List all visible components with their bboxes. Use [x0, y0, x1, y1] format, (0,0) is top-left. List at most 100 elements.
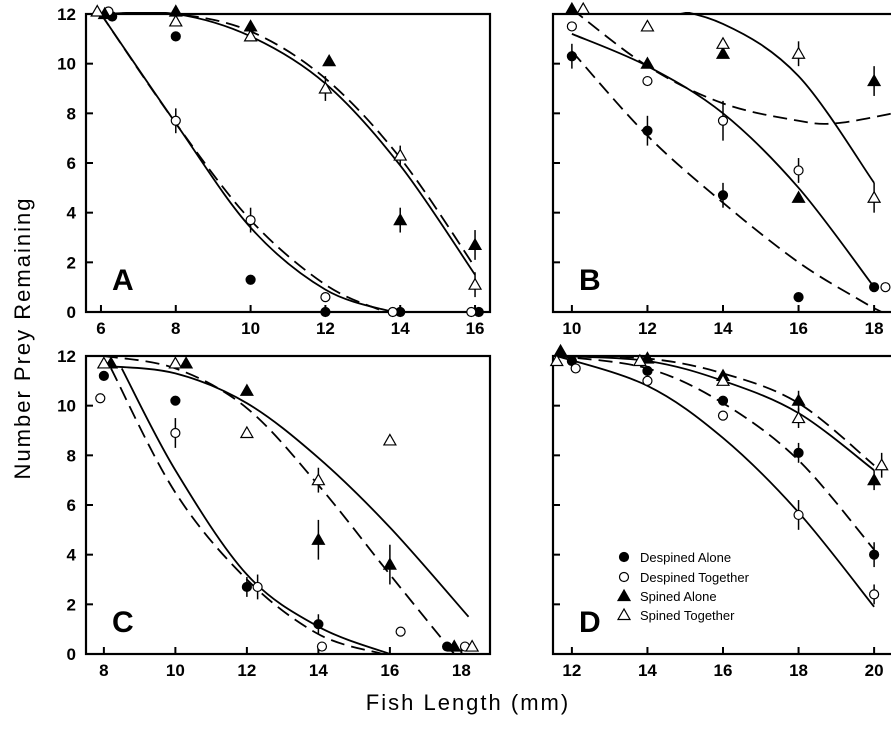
- x-axis-title: Fish Length (mm): [366, 690, 570, 715]
- curve-a-spined-together: [100, 12, 476, 268]
- point-b-despined-alone-4: [869, 282, 880, 293]
- point-b-spined-together-1: [640, 19, 655, 32]
- point-d-despined-together-0: [570, 363, 581, 374]
- point-c-despined-together-2: [252, 581, 263, 593]
- point-b-spined-alone-3: [791, 190, 806, 203]
- legend-marker-spined-alone: [616, 588, 632, 602]
- panel-b-curves: [571, 12, 891, 312]
- panel-letter-d: D: [579, 606, 601, 639]
- point-c-spined-together-3: [311, 472, 326, 486]
- point-c-spined-together-0: [96, 356, 111, 369]
- point-c-despined-together-0: [95, 393, 106, 404]
- point-c-spined-together-1: [168, 356, 183, 369]
- point-a-despined-alone-1: [170, 31, 181, 42]
- legend-marker-spined-together: [616, 607, 632, 621]
- y-tick-label-c-12: 12: [57, 347, 76, 366]
- point-c-spined-together-4: [382, 433, 397, 446]
- point-b-despined-alone-2: [717, 190, 729, 201]
- y-tick-label-c-2: 2: [67, 595, 76, 614]
- point-a-despined-alone-2: [245, 274, 256, 285]
- point-b-despined-alone-1: [642, 125, 653, 136]
- point-d-spined-together-1: [632, 353, 647, 367]
- point-b-despined-alone-3: [793, 292, 804, 303]
- y-tick-label-a-8: 8: [67, 104, 76, 123]
- point-d-despined-together-4: [869, 589, 880, 600]
- curve-d-spined-alone: [556, 355, 875, 471]
- x-tick-label-c-18: 18: [452, 661, 471, 680]
- point-d-spined-alone-0: [553, 343, 568, 357]
- y-tick-label-a-10: 10: [57, 55, 76, 74]
- series-a-despined-alone: [107, 11, 484, 318]
- x-tick-label-a-10: 10: [241, 319, 260, 338]
- series-c-despined-together: [95, 393, 471, 652]
- panel-a-curves: [100, 12, 476, 312]
- curve-c-spined-together: [103, 365, 470, 618]
- point-d-despined-alone-1: [642, 365, 653, 376]
- y-axis-title: Number Prey Remaining: [10, 197, 35, 480]
- point-b-despined-together-1: [642, 75, 653, 87]
- point-d-spined-together-0: [549, 353, 564, 367]
- point-d-spined-alone-4: [867, 472, 882, 486]
- point-b-spined-alone-2: [715, 46, 731, 59]
- x-tick-label-b-12: 12: [638, 319, 657, 338]
- panel-letter-c: C: [112, 606, 134, 639]
- point-c-despined-alone-3: [313, 619, 324, 630]
- point-a-spined-together-3: [318, 81, 333, 94]
- curve-a-despined-alone: [100, 13, 394, 312]
- y-tick-label-a-2: 2: [67, 253, 76, 272]
- panel-a-frame: [84, 12, 492, 314]
- series-c-despined-alone: [98, 370, 453, 652]
- x-tick-label-d-16: 16: [714, 661, 733, 680]
- curve-d-despined-alone: [556, 355, 875, 551]
- x-tick-label-c-10: 10: [166, 661, 185, 680]
- series-d-spined-alone: [553, 343, 882, 491]
- x-tick-label-b-18: 18: [865, 319, 884, 338]
- panel-c: 8 10 12 14 16 18 0 2 4 6 8 10 12 C: [57, 347, 492, 680]
- point-c-spined-alone-4: [382, 557, 397, 570]
- point-a-despined-together-4: [387, 306, 398, 318]
- x-tick-label-b-10: 10: [562, 319, 581, 338]
- point-d-spined-together-3: [791, 410, 806, 424]
- legend-label-despined-together: Despined Together: [640, 570, 750, 585]
- point-d-despined-together-2: [717, 410, 729, 421]
- x-tick-label-a-8: 8: [171, 319, 180, 338]
- legend-markers: [616, 551, 632, 621]
- series-a-spined-alone: [97, 4, 483, 260]
- series-c-spined-together: [96, 356, 480, 652]
- point-a-despined-together-2: [245, 215, 256, 226]
- x-tick-label-c-14: 14: [309, 661, 328, 680]
- series-a-despined-together: [103, 6, 477, 318]
- series-b-spined-together: [576, 1, 882, 213]
- panel-letter-b: B: [579, 264, 601, 297]
- curve-d-despined-together: [556, 355, 875, 608]
- curve-a-despined-together: [100, 13, 386, 312]
- x-tick-label-c-12: 12: [237, 661, 256, 680]
- point-c-spined-together-5: [465, 639, 480, 652]
- point-b-spined-alone-0: [564, 1, 579, 15]
- point-b-despined-together-3: [793, 165, 804, 176]
- point-a-spined-together-2: [243, 29, 258, 42]
- point-c-despined-together-1: [170, 427, 181, 439]
- legend-label-despined-alone: Despined Alone: [640, 550, 731, 565]
- point-a-spined-alone-5: [468, 237, 483, 251]
- legend-label-spined-alone: Spined Alone: [640, 589, 717, 604]
- point-a-spined-together-4: [393, 148, 408, 161]
- point-a-despined-together-5: [466, 306, 477, 318]
- point-a-despined-together-1: [170, 115, 181, 126]
- y-tick-label-a-12: 12: [57, 5, 76, 24]
- point-c-spined-alone-3: [311, 532, 326, 545]
- point-c-despined-together-4: [395, 626, 406, 637]
- point-c-despined-alone-2: [241, 581, 252, 593]
- curve-b-despined-together: [571, 33, 875, 288]
- x-tick-label-a-6: 6: [96, 319, 105, 338]
- point-b-despined-alone-0: [566, 51, 577, 62]
- point-c-spined-together-2: [239, 425, 254, 439]
- x-tick-label-a-12: 12: [316, 319, 335, 338]
- y-tick-label-c-10: 10: [57, 397, 76, 416]
- point-d-spined-together-2: [715, 373, 731, 386]
- point-a-spined-alone-3: [322, 53, 337, 67]
- point-d-despined-together-3: [793, 509, 804, 521]
- x-tick-label-d-20: 20: [865, 661, 884, 680]
- x-tick-label-d-12: 12: [562, 661, 581, 680]
- series-d-spined-together: [549, 353, 889, 478]
